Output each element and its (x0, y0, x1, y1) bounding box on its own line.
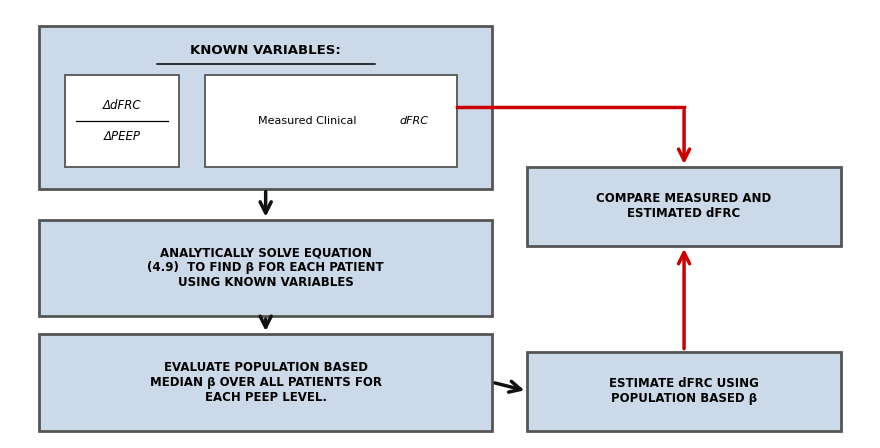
Text: dFRC: dFRC (400, 116, 429, 126)
Text: KNOWN VARIABLES:: KNOWN VARIABLES: (190, 44, 341, 57)
Text: ESTIMATE dFRC USING
POPULATION BASED β: ESTIMATE dFRC USING POPULATION BASED β (609, 377, 759, 405)
Text: Measured Clinical: Measured Clinical (258, 116, 360, 126)
FancyBboxPatch shape (39, 220, 492, 316)
Text: EVALUATE POPULATION BASED
MEDIAN β OVER ALL PATIENTS FOR
EACH PEEP LEVEL.: EVALUATE POPULATION BASED MEDIAN β OVER … (150, 361, 382, 404)
FancyBboxPatch shape (205, 74, 458, 167)
FancyBboxPatch shape (527, 352, 841, 431)
Text: ΔPEEP: ΔPEEP (103, 129, 140, 142)
Text: COMPARE MEASURED AND
ESTIMATED dFRC: COMPARE MEASURED AND ESTIMATED dFRC (597, 192, 772, 220)
Text: ANALYTICALLY SOLVE EQUATION
(4.9)  TO FIND β FOR EACH PATIENT
USING KNOWN VARIAB: ANALYTICALLY SOLVE EQUATION (4.9) TO FIN… (147, 246, 384, 289)
Text: ΔdFRC: ΔdFRC (103, 99, 141, 112)
FancyBboxPatch shape (39, 334, 492, 431)
FancyBboxPatch shape (65, 74, 179, 167)
FancyBboxPatch shape (527, 167, 841, 246)
FancyBboxPatch shape (39, 26, 492, 189)
